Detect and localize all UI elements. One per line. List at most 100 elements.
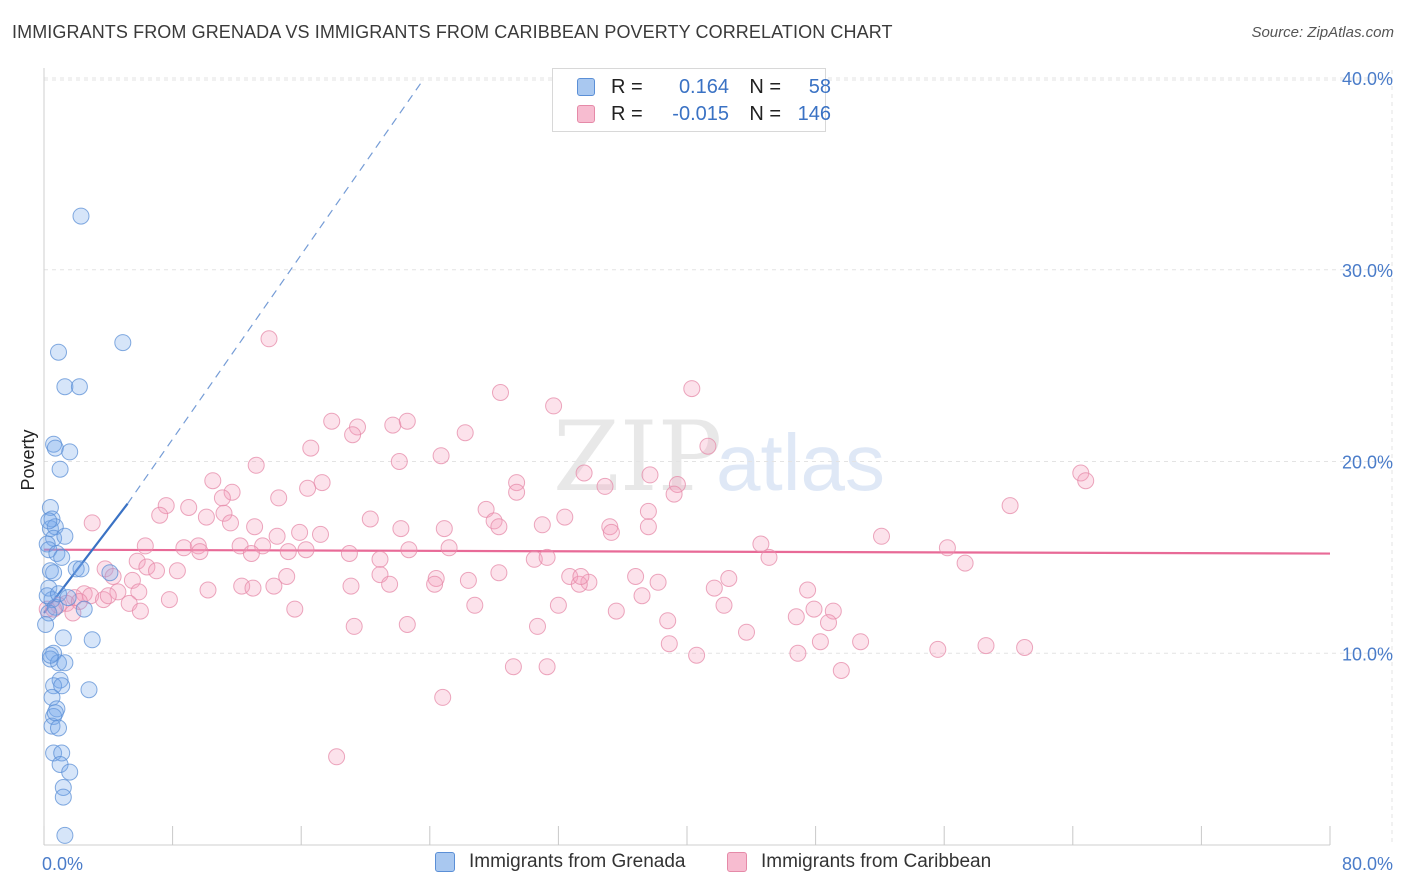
watermark-atlas: atlas xyxy=(716,418,885,507)
legend-swatch-caribbean xyxy=(577,105,595,123)
caribbean-point xyxy=(384,416,402,434)
caribbean-point xyxy=(639,518,657,536)
caribbean-point xyxy=(381,575,399,593)
caribbean-point xyxy=(400,541,418,559)
grenada-point xyxy=(51,460,69,478)
grenada-point xyxy=(46,439,64,457)
caribbean-point xyxy=(148,562,165,580)
grenada-point xyxy=(41,562,59,580)
caribbean-point xyxy=(525,550,543,568)
legend-n-label: N = xyxy=(749,75,781,98)
series-legend-caribbean[interactable]: Immigrants from Caribbean xyxy=(727,851,991,873)
caribbean-point xyxy=(456,424,474,442)
caribbean-point xyxy=(323,412,341,430)
caribbean-point xyxy=(490,564,508,582)
grenada-point xyxy=(75,600,93,618)
grenada-point xyxy=(56,826,74,844)
grenada-point xyxy=(101,564,119,582)
caribbean-point xyxy=(222,514,239,532)
caribbean-point xyxy=(805,600,823,618)
caribbean-point xyxy=(197,508,215,526)
grenada-point xyxy=(114,334,132,352)
caribbean-point xyxy=(705,579,723,597)
legend-n-value: 58 xyxy=(808,75,831,98)
caribbean-point xyxy=(641,466,659,484)
grenada-point xyxy=(45,644,63,662)
caribbean-point xyxy=(977,637,995,655)
grenada-point xyxy=(67,560,85,578)
series-legend: Immigrants from Grenada Immigrants from … xyxy=(0,851,1406,879)
axes xyxy=(43,68,1331,846)
series-swatch-caribbean xyxy=(727,852,747,872)
caribbean-point xyxy=(715,596,733,614)
legend-row-grenada: R = 0.164 N = 58 xyxy=(577,75,831,99)
grenada-point xyxy=(50,585,67,603)
caribbean-point xyxy=(83,514,101,532)
caribbean-point xyxy=(492,384,509,401)
legend-n-value: 146 xyxy=(797,102,831,125)
grenada-point xyxy=(72,207,90,225)
grenada-point xyxy=(53,677,71,695)
caribbean-point xyxy=(392,520,410,538)
caribbean-point xyxy=(242,545,260,562)
caribbean-point xyxy=(64,604,82,622)
caribbean-point xyxy=(297,541,315,559)
caribbean-point xyxy=(247,456,265,474)
series-swatch-grenada xyxy=(435,852,455,872)
caribbean-point xyxy=(180,499,198,516)
caribbean-point xyxy=(832,662,850,679)
caribbean-point xyxy=(361,510,379,528)
grenada-point xyxy=(54,629,72,647)
caribbean-point xyxy=(787,608,805,626)
caribbean-point xyxy=(432,447,450,465)
y-tick-label: 10.0% xyxy=(1342,644,1393,664)
grenada-point xyxy=(61,443,79,461)
caribbean-point xyxy=(820,614,837,632)
legend-swatch-grenada xyxy=(577,78,595,96)
source-label: Source: ZipAtlas.com xyxy=(1251,24,1394,41)
caribbean-point xyxy=(244,579,262,597)
x-tick-label: 0.0% xyxy=(42,854,83,874)
grenada-point xyxy=(61,763,79,781)
caribbean-point xyxy=(191,543,209,561)
caribbean-point xyxy=(199,581,217,599)
grenada-point xyxy=(54,779,72,796)
caribbean-point xyxy=(160,591,178,609)
caribbean-point xyxy=(99,587,117,605)
caribbean-point xyxy=(738,623,755,641)
caribbean-point xyxy=(344,426,362,444)
chart-title: IMMIGRANTS FROM GRENADA VS IMMIGRANTS FR… xyxy=(12,22,893,42)
caribbean-point xyxy=(278,568,296,585)
caribbean-point xyxy=(852,633,870,651)
series-legend-grenada[interactable]: Immigrants from Grenada xyxy=(435,851,685,873)
caribbean-point xyxy=(720,570,738,587)
stats-legend: R = 0.164 N = 58 R = -0.015 N = 146 xyxy=(552,68,831,132)
tick-labels: 10.0% 20.0% 30.0% 40.0% 0.0% 80.0% xyxy=(42,69,1393,874)
data-points xyxy=(37,207,1095,844)
caribbean-point xyxy=(398,616,416,633)
y-axis-label: Poverty xyxy=(18,429,38,490)
caribbean-point xyxy=(601,518,619,536)
caribbean-point xyxy=(572,568,590,585)
caribbean-point xyxy=(956,554,974,572)
caribbean-point xyxy=(136,537,154,555)
caribbean-point xyxy=(789,644,807,662)
caribbean-point xyxy=(533,516,551,534)
caribbean-point xyxy=(575,464,593,482)
caribbean-point xyxy=(427,570,445,587)
caribbean-point xyxy=(268,527,286,545)
caribbean-point xyxy=(504,658,522,676)
grenada-point xyxy=(46,598,64,616)
grenada-point xyxy=(72,560,90,578)
caribbean-point xyxy=(596,477,614,495)
caribbean-point xyxy=(260,330,278,348)
caribbean-point xyxy=(279,543,297,561)
caribbean-point xyxy=(204,472,222,490)
grenada-point xyxy=(80,681,98,699)
grenada-point xyxy=(40,541,58,559)
legend-r-label: R = xyxy=(611,75,643,98)
grenada-point xyxy=(45,564,63,582)
caribbean-point xyxy=(302,439,320,457)
caribbean-point xyxy=(109,583,127,601)
